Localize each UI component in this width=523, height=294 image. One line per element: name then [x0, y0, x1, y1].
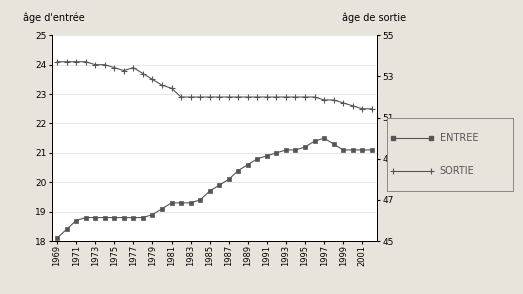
Text: âge d'entrée: âge d'entrée — [23, 12, 85, 23]
Text: ENTREE: ENTREE — [440, 133, 478, 143]
Text: SORTIE: SORTIE — [440, 166, 474, 176]
Text: âge de sortie: âge de sortie — [342, 12, 406, 23]
